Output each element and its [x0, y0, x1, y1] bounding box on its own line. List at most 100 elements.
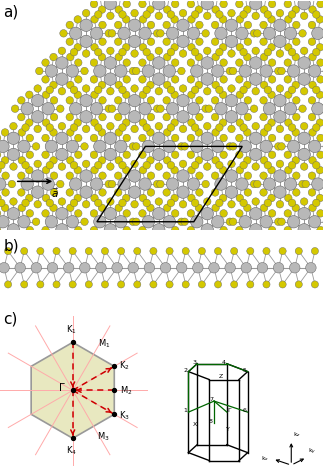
Circle shape — [22, 124, 29, 131]
Circle shape — [58, 88, 66, 95]
Circle shape — [219, 119, 227, 127]
Circle shape — [56, 73, 68, 85]
Circle shape — [287, 216, 300, 228]
Circle shape — [236, 194, 244, 202]
Circle shape — [235, 0, 243, 8]
Circle shape — [195, 129, 203, 136]
Circle shape — [179, 200, 187, 208]
Circle shape — [219, 166, 227, 174]
Circle shape — [128, 94, 141, 107]
Circle shape — [104, 132, 117, 145]
Circle shape — [115, 157, 122, 164]
Circle shape — [69, 248, 76, 255]
Circle shape — [268, 59, 276, 67]
Circle shape — [163, 97, 171, 104]
Circle shape — [57, 105, 64, 112]
Circle shape — [17, 188, 25, 196]
Circle shape — [229, 143, 237, 150]
Circle shape — [298, 208, 310, 220]
Circle shape — [191, 65, 203, 77]
Circle shape — [292, 204, 299, 211]
Circle shape — [101, 281, 109, 288]
Circle shape — [160, 262, 171, 273]
Circle shape — [101, 248, 109, 255]
Circle shape — [177, 186, 189, 198]
Circle shape — [226, 67, 234, 75]
Circle shape — [79, 262, 90, 273]
Circle shape — [313, 124, 320, 131]
Circle shape — [244, 129, 251, 136]
Circle shape — [0, 199, 5, 207]
Circle shape — [139, 119, 147, 127]
Circle shape — [240, 161, 247, 169]
Circle shape — [143, 161, 151, 169]
Circle shape — [70, 49, 78, 56]
Circle shape — [115, 204, 122, 211]
Circle shape — [284, 102, 297, 115]
Circle shape — [216, 124, 223, 131]
Circle shape — [220, 227, 227, 234]
Circle shape — [90, 209, 98, 217]
Circle shape — [191, 161, 199, 169]
Circle shape — [187, 209, 195, 217]
Circle shape — [240, 49, 247, 56]
Circle shape — [131, 200, 138, 208]
Circle shape — [250, 105, 258, 112]
Circle shape — [284, 134, 292, 142]
Circle shape — [244, 81, 251, 89]
Circle shape — [264, 161, 272, 169]
Circle shape — [115, 81, 122, 89]
Circle shape — [239, 140, 251, 153]
Circle shape — [104, 208, 117, 220]
Circle shape — [128, 110, 141, 123]
Circle shape — [123, 209, 130, 217]
Circle shape — [70, 161, 78, 169]
Circle shape — [123, 134, 130, 142]
Circle shape — [139, 194, 147, 202]
Circle shape — [167, 199, 175, 207]
Circle shape — [187, 59, 195, 67]
Circle shape — [56, 224, 68, 236]
Circle shape — [176, 262, 187, 273]
Circle shape — [90, 134, 98, 142]
Circle shape — [155, 122, 162, 130]
Circle shape — [263, 27, 276, 40]
Circle shape — [191, 86, 199, 94]
Circle shape — [81, 67, 88, 75]
Circle shape — [143, 86, 151, 94]
Circle shape — [18, 204, 26, 211]
Circle shape — [263, 102, 276, 115]
Circle shape — [268, 134, 276, 142]
Circle shape — [276, 200, 284, 208]
Circle shape — [292, 53, 299, 61]
Circle shape — [172, 134, 179, 142]
Circle shape — [108, 180, 116, 188]
Circle shape — [128, 170, 141, 182]
Circle shape — [85, 281, 92, 288]
Circle shape — [153, 208, 165, 220]
Circle shape — [26, 227, 34, 234]
Circle shape — [309, 204, 316, 211]
Circle shape — [163, 113, 171, 121]
Circle shape — [177, 19, 189, 31]
Circle shape — [69, 281, 76, 288]
Circle shape — [252, 12, 259, 20]
Circle shape — [37, 281, 44, 288]
Circle shape — [142, 140, 154, 153]
Circle shape — [147, 21, 155, 29]
Circle shape — [228, 10, 235, 17]
Circle shape — [153, 30, 161, 37]
Circle shape — [129, 218, 137, 226]
Circle shape — [299, 30, 306, 37]
Circle shape — [150, 248, 157, 255]
Circle shape — [94, 124, 102, 131]
Circle shape — [302, 180, 309, 188]
Circle shape — [18, 157, 26, 164]
Circle shape — [187, 227, 195, 234]
Circle shape — [53, 248, 60, 255]
Circle shape — [81, 218, 88, 226]
Circle shape — [66, 97, 74, 104]
Text: K$_2$: K$_2$ — [119, 359, 130, 372]
Circle shape — [31, 186, 44, 198]
Circle shape — [215, 178, 227, 190]
